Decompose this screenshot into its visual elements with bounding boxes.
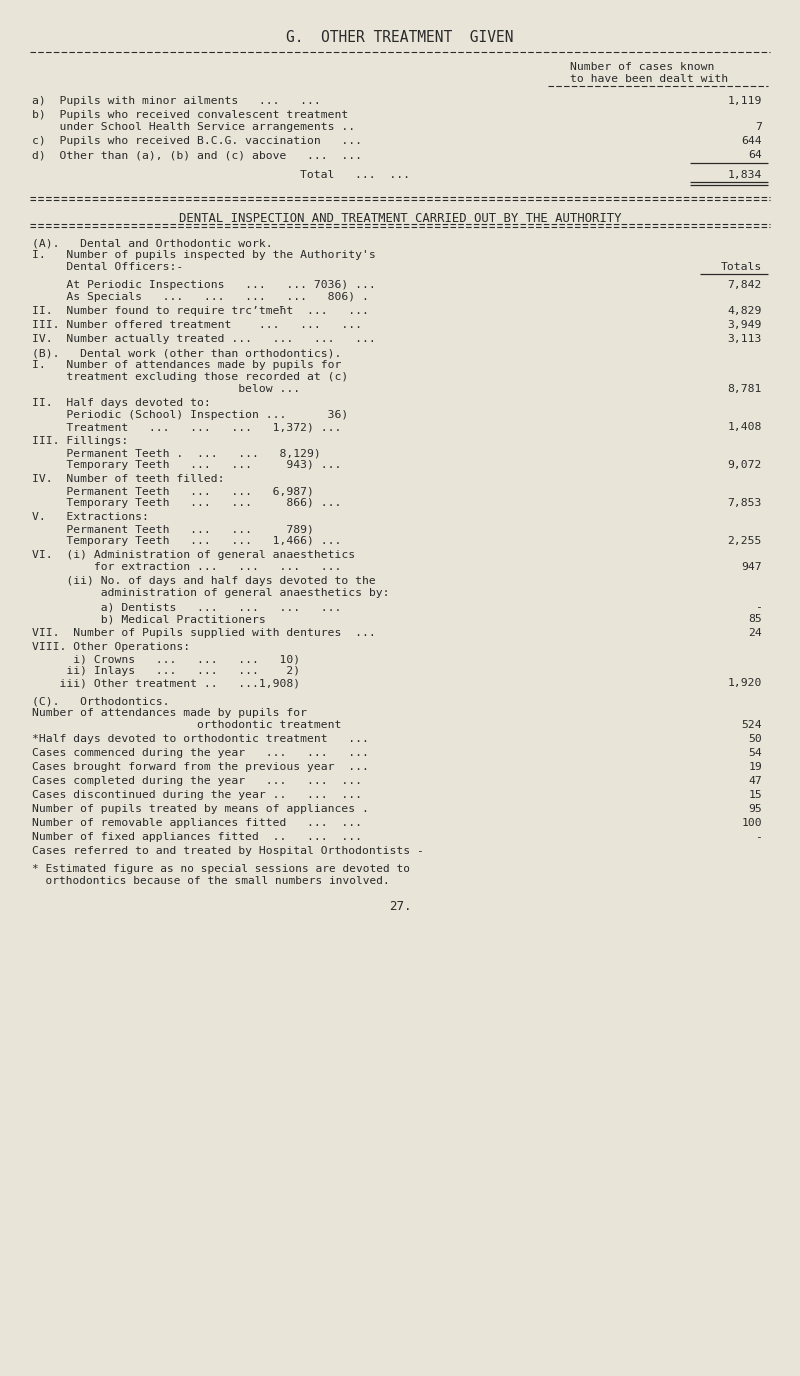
Text: d)  Other than (a), (b) and (c) above   ...  ...: d) Other than (a), (b) and (c) above ...… — [32, 150, 362, 160]
Text: As Specials   ...   ...   ...   ...   806) .: As Specials ... ... ... ... 806) . — [32, 292, 369, 301]
Text: Cases referred to and treated by Hospital Orthodontists -: Cases referred to and treated by Hospita… — [32, 846, 424, 856]
Text: 4,829: 4,829 — [728, 305, 762, 316]
Text: IV.  Number actually treated ...   ...   ...   ...: IV. Number actually treated ... ... ... … — [32, 334, 376, 344]
Text: 27.: 27. — [389, 900, 411, 914]
Text: 7: 7 — [755, 122, 762, 132]
Text: (C).   Orthodontics.: (C). Orthodontics. — [32, 696, 170, 706]
Text: 644: 644 — [742, 136, 762, 146]
Text: Dental Officers:-: Dental Officers:- — [32, 261, 183, 272]
Text: Cases completed during the year   ...   ...  ...: Cases completed during the year ... ... … — [32, 776, 362, 786]
Text: Periodic (School) Inspection ...      36): Periodic (School) Inspection ... 36) — [32, 410, 348, 420]
Text: for extraction ...   ...   ...   ...: for extraction ... ... ... ... — [32, 561, 342, 572]
Text: Treatment   ...   ...   ...   1,372) ...: Treatment ... ... ... 1,372) ... — [32, 422, 342, 432]
Text: 524: 524 — [742, 720, 762, 731]
Text: treatment excluding those recorded at (c): treatment excluding those recorded at (c… — [32, 372, 348, 383]
Text: Number of attendances made by pupils for: Number of attendances made by pupils for — [32, 709, 307, 718]
Text: VII.  Number of Pupils supplied with dentures  ...: VII. Number of Pupils supplied with dent… — [32, 627, 376, 638]
Text: c)  Pupils who received B.C.G. vaccination   ...: c) Pupils who received B.C.G. vaccinatio… — [32, 136, 362, 146]
Text: 1,119: 1,119 — [728, 96, 762, 106]
Text: 1,408: 1,408 — [728, 422, 762, 432]
Text: II.  Half days devoted to:: II. Half days devoted to: — [32, 398, 210, 409]
Text: Number of fixed appliances fitted  ..   ...  ...: Number of fixed appliances fitted .. ...… — [32, 832, 362, 842]
Text: Temporary Teeth   ...   ...     866) ...: Temporary Teeth ... ... 866) ... — [32, 498, 342, 508]
Text: VIII. Other Operations:: VIII. Other Operations: — [32, 643, 190, 652]
Text: VI.  (i) Administration of general anaesthetics: VI. (i) Administration of general anaest… — [32, 550, 355, 560]
Text: III. Fillings:: III. Fillings: — [32, 436, 128, 446]
Text: b)  Pupils who received convalescent treatment: b) Pupils who received convalescent trea… — [32, 110, 348, 120]
Text: below ...: below ... — [32, 384, 300, 394]
Text: a)  Pupils with minor ailments   ...   ...: a) Pupils with minor ailments ... ... — [32, 96, 321, 106]
Text: a) Dentists   ...   ...   ...   ...: a) Dentists ... ... ... ... — [32, 603, 342, 612]
Text: 50: 50 — [748, 733, 762, 744]
Text: Permanent Teeth   ...   ...     789): Permanent Teeth ... ... 789) — [32, 524, 314, 534]
Text: 100: 100 — [742, 817, 762, 828]
Text: Cases commenced during the year   ...   ...   ...: Cases commenced during the year ... ... … — [32, 749, 369, 758]
Text: Permanent Teeth .  ...   ...   8,129): Permanent Teeth . ... ... 8,129) — [32, 449, 321, 458]
Text: (A).   Dental and Orthodontic work.: (A). Dental and Orthodontic work. — [32, 238, 273, 248]
Text: administration of general anaesthetics by:: administration of general anaesthetics b… — [32, 588, 390, 599]
Text: G.  OTHER TREATMENT  GIVEN: G. OTHER TREATMENT GIVEN — [286, 30, 514, 45]
Text: 1,834: 1,834 — [728, 171, 762, 180]
Text: Number of removable appliances fitted   ...  ...: Number of removable appliances fitted ..… — [32, 817, 362, 828]
Text: I.   Number of pupils inspected by the Authority's: I. Number of pupils inspected by the Aut… — [32, 250, 376, 260]
Text: IV.  Number of teeth filled:: IV. Number of teeth filled: — [32, 473, 225, 484]
Text: 9,072: 9,072 — [728, 460, 762, 471]
Text: 7,853: 7,853 — [728, 498, 762, 508]
Text: orthodontic treatment: orthodontic treatment — [32, 720, 342, 731]
Text: under School Health Service arrangements ..: under School Health Service arrangements… — [32, 122, 355, 132]
Text: 19: 19 — [748, 762, 762, 772]
Text: 64: 64 — [748, 150, 762, 160]
Text: At Periodic Inspections   ...   ... 7036) ...: At Periodic Inspections ... ... 7036) ..… — [32, 279, 376, 290]
Text: DENTAL INSPECTION AND TREATMENT CARRIED OUT BY THE AUTHORITY: DENTAL INSPECTION AND TREATMENT CARRIED … — [178, 212, 622, 226]
Text: *Half days devoted to orthodontic treatment   ...: *Half days devoted to orthodontic treatm… — [32, 733, 369, 744]
Text: 15: 15 — [748, 790, 762, 799]
Text: Cases discontinued during the year ..   ...  ...: Cases discontinued during the year .. ..… — [32, 790, 362, 799]
Text: ii) Inlays   ...   ...   ...    2): ii) Inlays ... ... ... 2) — [32, 666, 300, 676]
Text: (B).   Dental work (other than orthodontics).: (B). Dental work (other than orthodontic… — [32, 348, 342, 358]
Text: iii) Other treatment ..   ...1,908): iii) Other treatment .. ...1,908) — [32, 678, 300, 688]
Text: III. Number offered treatment    ...   ...   ...: III. Number offered treatment ... ... ..… — [32, 321, 362, 330]
Text: 54: 54 — [748, 749, 762, 758]
Text: 8,781: 8,781 — [728, 384, 762, 394]
Text: -: - — [755, 832, 762, 842]
Text: II.  Number found to require trcʼtmeħt  ...   ...: II. Number found to require trcʼtmeħt ..… — [32, 305, 369, 316]
Text: Totals: Totals — [721, 261, 762, 272]
Text: 3,949: 3,949 — [728, 321, 762, 330]
Text: orthodontics because of the small numbers involved.: orthodontics because of the small number… — [32, 877, 390, 886]
Text: to have been dealt with: to have been dealt with — [570, 74, 728, 84]
Text: 2,255: 2,255 — [728, 537, 762, 546]
Text: -: - — [755, 603, 762, 612]
Text: 3,113: 3,113 — [728, 334, 762, 344]
Text: Temporary Teeth   ...   ...     943) ...: Temporary Teeth ... ... 943) ... — [32, 460, 342, 471]
Text: Number of pupils treated by means of appliances .: Number of pupils treated by means of app… — [32, 804, 369, 815]
Text: b) Medical Practitioners: b) Medical Practitioners — [32, 614, 266, 623]
Text: * Estimated figure as no special sessions are devoted to: * Estimated figure as no special session… — [32, 864, 410, 874]
Text: 85: 85 — [748, 614, 762, 623]
Text: Temporary Teeth   ...   ...   1,466) ...: Temporary Teeth ... ... 1,466) ... — [32, 537, 342, 546]
Text: 7,842: 7,842 — [728, 279, 762, 290]
Text: i) Crowns   ...   ...   ...   10): i) Crowns ... ... ... 10) — [32, 654, 300, 665]
Text: Cases brought forward from the previous year  ...: Cases brought forward from the previous … — [32, 762, 369, 772]
Text: Permanent Teeth   ...   ...   6,987): Permanent Teeth ... ... 6,987) — [32, 486, 314, 495]
Text: V.   Extractions:: V. Extractions: — [32, 512, 149, 522]
Text: 47: 47 — [748, 776, 762, 786]
Text: I.   Number of attendances made by pupils for: I. Number of attendances made by pupils … — [32, 361, 342, 370]
Text: (ii) No. of days and half days devoted to the: (ii) No. of days and half days devoted t… — [32, 577, 376, 586]
Text: 947: 947 — [742, 561, 762, 572]
Text: Total   ...  ...: Total ... ... — [300, 171, 410, 180]
Text: 95: 95 — [748, 804, 762, 815]
Text: Number of cases known: Number of cases known — [570, 62, 714, 72]
Text: 1,920: 1,920 — [728, 678, 762, 688]
Text: 24: 24 — [748, 627, 762, 638]
